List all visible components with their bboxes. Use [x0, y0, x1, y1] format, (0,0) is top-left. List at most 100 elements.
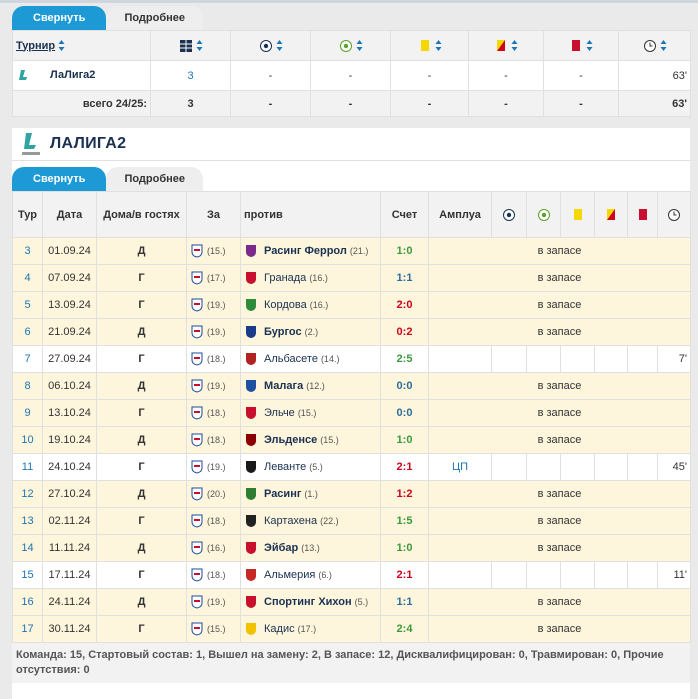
opponent-link[interactable]: Леванте [264, 460, 307, 473]
header-cell: Турнир [12, 30, 151, 61]
club-crest [191, 568, 203, 582]
team-rank: (18.) [207, 353, 226, 364]
opponent-rank: (5.) [354, 596, 369, 607]
sort-link[interactable]: Турнир [16, 39, 56, 52]
league-header: ЛАЛИГА2 [12, 128, 690, 161]
club-crest [246, 515, 256, 527]
opponent-link[interactable]: Расинг Феррол [264, 244, 347, 257]
venue-cell: Г [96, 291, 187, 319]
team-cell: (15.) [186, 237, 241, 265]
stat-cell: 3 [150, 60, 231, 91]
opponent-link[interactable]: Бургос [264, 325, 302, 338]
round-link[interactable]: 17 [21, 623, 34, 635]
sort-icon [435, 40, 441, 51]
assist-icon [339, 39, 352, 52]
opponent-cell: Альмерия (6.) [240, 561, 381, 589]
opponent-cell: Альбасете (14.) [240, 345, 381, 373]
club-crest [246, 623, 256, 635]
sort-icon [660, 40, 666, 51]
column-header [657, 191, 691, 238]
round-link[interactable]: 5 [24, 299, 31, 311]
round-link[interactable]: 9 [24, 407, 31, 419]
team-rank: (18.) [207, 407, 226, 418]
opponent-link[interactable]: Спортинг Хихон [264, 595, 352, 608]
stat-cell [594, 453, 628, 481]
round-link[interactable]: 6 [24, 326, 31, 338]
column-header: За [186, 191, 241, 238]
round-cell: 9 [12, 399, 43, 427]
round-link[interactable]: 4 [24, 272, 31, 284]
venue-cell: Г [96, 453, 187, 481]
club-crest [191, 595, 203, 609]
team-cell: (18.) [186, 399, 241, 427]
date-cell: 13.10.24 [42, 399, 97, 427]
round-link[interactable]: 8 [24, 380, 31, 392]
opponent-link[interactable]: Эйбар [264, 541, 299, 554]
date-cell: 24.10.24 [42, 453, 97, 481]
opponent-link[interactable]: Картахена [264, 514, 318, 527]
opponent-link[interactable]: Кордова [264, 298, 307, 311]
competition-cell: ЛаЛига2 [12, 60, 151, 91]
venue-cell: Д [96, 480, 187, 508]
round-link[interactable]: 7 [24, 353, 31, 365]
round-cell: 3 [12, 237, 43, 265]
round-link[interactable]: 15 [21, 569, 34, 581]
club-crest [246, 353, 256, 365]
club-crest [246, 596, 256, 608]
opponent-link[interactable]: Гранада [264, 271, 307, 284]
status-cell: в запасе [428, 615, 691, 643]
tab[interactable]: Свернуть [12, 6, 107, 30]
round-link[interactable]: 11 [21, 461, 34, 473]
stat-cell: - [310, 60, 391, 91]
sort-icon [58, 40, 65, 52]
team-cell: (18.) [186, 426, 241, 454]
tab[interactable]: Свернуть [12, 167, 107, 191]
opponent-cell: Эйбар (13.) [240, 534, 381, 562]
opponent-link[interactable]: Малага [264, 379, 304, 392]
opponent-link[interactable]: Альбасете [264, 352, 318, 365]
opponent-link[interactable]: Эльче [264, 406, 295, 419]
club-crest [246, 569, 256, 581]
venue-cell: Г [96, 345, 187, 373]
opponent-link[interactable]: Альмерия [264, 568, 316, 581]
round-link[interactable]: 13 [21, 515, 34, 527]
team-cell: (19.) [186, 372, 241, 400]
round-link[interactable]: 16 [21, 596, 34, 608]
assist-icon [537, 208, 550, 221]
tab[interactable]: Подробнее [106, 167, 204, 191]
venue-cell: Г [96, 561, 187, 589]
opponent-link[interactable]: Расинг [264, 487, 302, 500]
opponent-rank: (21.) [349, 245, 369, 256]
round-link[interactable]: 14 [21, 542, 34, 554]
match-row: 16 24.11.24 Д (19.) Спортинг Хихон (5.) 1:1 в з… [12, 588, 691, 616]
red-card-icon [638, 208, 647, 220]
opponent-cell: Эльденсе (15.) [240, 426, 381, 454]
tab[interactable]: Подробнее [106, 6, 204, 30]
header-cell [150, 30, 231, 61]
team-rank: (19.) [207, 299, 226, 310]
match-row: 11 24.10.24 Г (19.) Леванте (5.) 2:1 ЦП 45' [12, 453, 691, 481]
competition-link[interactable]: ЛаЛига2 [50, 69, 96, 82]
venue-cell: Д [96, 318, 187, 346]
date-cell: 27.09.24 [42, 345, 97, 373]
team-cell: (19.) [186, 291, 241, 319]
league-logo [22, 133, 40, 155]
round-link[interactable]: 12 [21, 488, 34, 500]
score-cell: 1:0 [380, 237, 429, 265]
role-cell: ЦП [428, 453, 492, 481]
match-row: 7 27.09.24 Г (18.) Альбасете (14.) 2:5 7' [12, 345, 691, 373]
stat-cell [526, 561, 561, 589]
score-cell: 2:5 [380, 345, 429, 373]
opponent-link[interactable]: Кадис [264, 622, 295, 635]
column-header: Счет [380, 191, 429, 238]
opponent-rank: (12.) [306, 380, 325, 391]
round-link[interactable]: 3 [24, 245, 31, 257]
team-cell: (15.) [186, 615, 241, 643]
round-link[interactable]: 10 [21, 434, 34, 446]
stat-cell: 63' [618, 60, 691, 91]
opponent-link[interactable]: Эльденсе [264, 433, 318, 446]
opponent-rank: (15.) [320, 434, 339, 445]
header-row: Турнир [12, 30, 691, 61]
column-header [526, 191, 561, 238]
club-crest [246, 407, 256, 419]
